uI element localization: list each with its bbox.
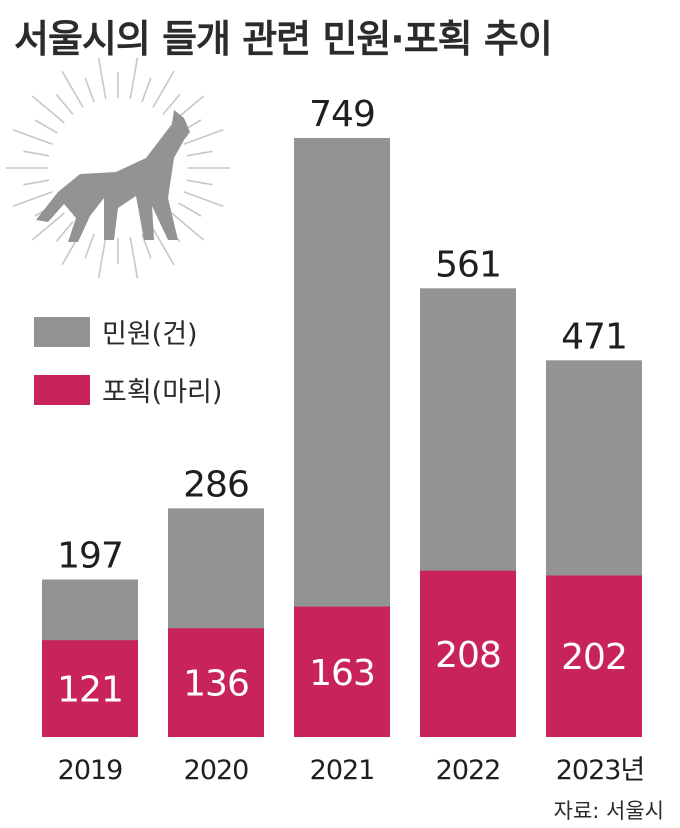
chart-title: 서울시의 들개 관련 민원·포획 추이 [14, 17, 553, 61]
bar-captures-2 [294, 606, 390, 737]
ray [141, 233, 152, 259]
source-note: 자료: 서울시 [553, 799, 664, 823]
legend-label-captures: 포획(마리) [102, 377, 223, 408]
label-captures-2: 163 [309, 653, 375, 694]
bar-captures-1 [168, 628, 264, 737]
label-complaints-0: 197 [57, 536, 123, 577]
label-captures-3: 208 [435, 635, 501, 676]
label-captures-4: 202 [561, 637, 627, 678]
howling-wolf-icon [6, 57, 230, 279]
ray [129, 236, 139, 279]
label-captures-1: 136 [183, 664, 249, 705]
bar-captures-3 [420, 570, 516, 737]
ray [31, 95, 65, 124]
label-complaints-3: 561 [435, 244, 501, 285]
ray [162, 93, 181, 115]
ray [23, 150, 50, 157]
ray [178, 202, 202, 217]
ray [84, 233, 95, 259]
bar-captures-0 [42, 640, 138, 737]
ray [152, 70, 175, 108]
ray [186, 150, 213, 157]
legend-item-complaints: 민원(건) [34, 312, 198, 351]
ray [12, 128, 53, 145]
ray [152, 228, 175, 266]
label-complaints-4: 471 [561, 316, 627, 357]
label-complaints-1: 286 [183, 464, 249, 505]
label-captures-0: 121 [57, 670, 123, 711]
x-tick-1: 2020 [184, 755, 249, 786]
bar-captures-4 [546, 575, 642, 737]
x-tick-0: 2019 [58, 755, 123, 786]
ray [12, 191, 53, 208]
ray [97, 57, 107, 100]
ray [129, 57, 139, 100]
ray [183, 128, 224, 145]
legend-swatch-captures [34, 374, 90, 405]
ray [55, 93, 74, 115]
ray [186, 179, 213, 186]
ray [34, 119, 58, 134]
label-complaints-2: 749 [309, 94, 375, 135]
ray [97, 236, 107, 279]
ray [183, 191, 224, 208]
ray [84, 77, 95, 103]
legend-item-captures: 포획(마리) [34, 370, 222, 409]
legend-swatch-complaints [34, 316, 90, 347]
ray [141, 77, 152, 103]
ray [23, 179, 50, 186]
x-tick-4: 2023년 [556, 755, 645, 786]
ray [171, 212, 205, 241]
ray [61, 70, 84, 108]
ray [31, 212, 65, 241]
legend-label-complaints: 민원(건) [102, 319, 198, 350]
x-tick-2: 2021 [310, 755, 375, 786]
ray [55, 221, 74, 243]
x-tick-3: 2022 [436, 755, 501, 786]
